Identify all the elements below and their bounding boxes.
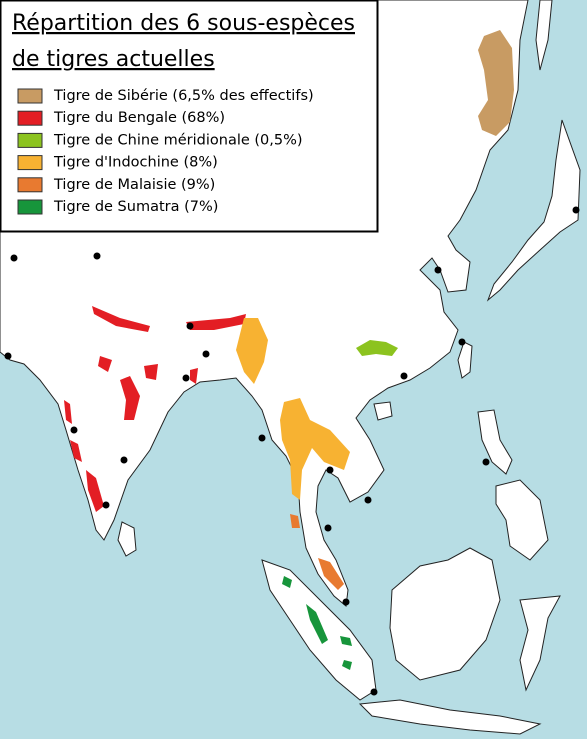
- tiger-range: [282, 576, 292, 588]
- legend-label: Tigre de Malaisie (9%): [53, 177, 215, 193]
- sakhalin: [535, 0, 553, 71]
- tiger-range: [342, 660, 352, 670]
- legend-label: Tigre du Bengale (68%): [53, 110, 225, 126]
- legend-label: Tigre de Sibérie (6,5% des effectifs): [53, 88, 314, 104]
- tiger-range: [98, 356, 112, 372]
- tiger-ranges: [64, 30, 514, 670]
- tiger-range: [190, 368, 198, 384]
- tiger-range: [186, 314, 246, 330]
- legend-swatch: [17, 199, 43, 215]
- tiger-range: [64, 400, 72, 424]
- tiger-range: [92, 306, 150, 332]
- tiger-range: [236, 318, 268, 384]
- tiger-range: [144, 364, 158, 380]
- tiger-range: [70, 440, 82, 462]
- japan: [486, 119, 581, 302]
- tiger-range: [356, 340, 398, 356]
- legend-swatch: [17, 177, 43, 193]
- tiger-range: [86, 470, 104, 512]
- tiger-range: [280, 398, 350, 500]
- tiger-range: [340, 636, 352, 646]
- tiger-range: [306, 604, 328, 644]
- cities: [4, 206, 580, 696]
- legend-label: Tigre de Sumatra (7%): [53, 199, 218, 215]
- tiger-range: [318, 558, 344, 590]
- legend-box: [0, 0, 379, 233]
- taiwan: [457, 341, 473, 379]
- tiger-range: [290, 514, 300, 528]
- philippines: [477, 409, 549, 561]
- sulawesi: [519, 595, 561, 692]
- legend: Tigre de Sibérie (6,5% des effectifs) Tig…: [17, 88, 314, 215]
- tiger-range: [120, 376, 140, 420]
- legend-swatch: [17, 110, 43, 126]
- legend-swatch: [17, 132, 43, 148]
- java: [358, 699, 542, 735]
- legend-swatch: [17, 88, 43, 104]
- borneo: [389, 547, 501, 681]
- title-line: Répartition des 6 sous-espèces: [12, 11, 355, 36]
- tiger-range: [478, 30, 514, 136]
- hainan: [373, 401, 393, 421]
- sri-lanka: [117, 521, 137, 557]
- legend-swatch: [17, 155, 43, 171]
- legend-label: Tigre d'Indochine (8%): [53, 155, 218, 171]
- title-line: de tigres actuelles: [12, 47, 215, 72]
- legend-label: Tigre de Chine méridionale (0,5%): [53, 132, 303, 148]
